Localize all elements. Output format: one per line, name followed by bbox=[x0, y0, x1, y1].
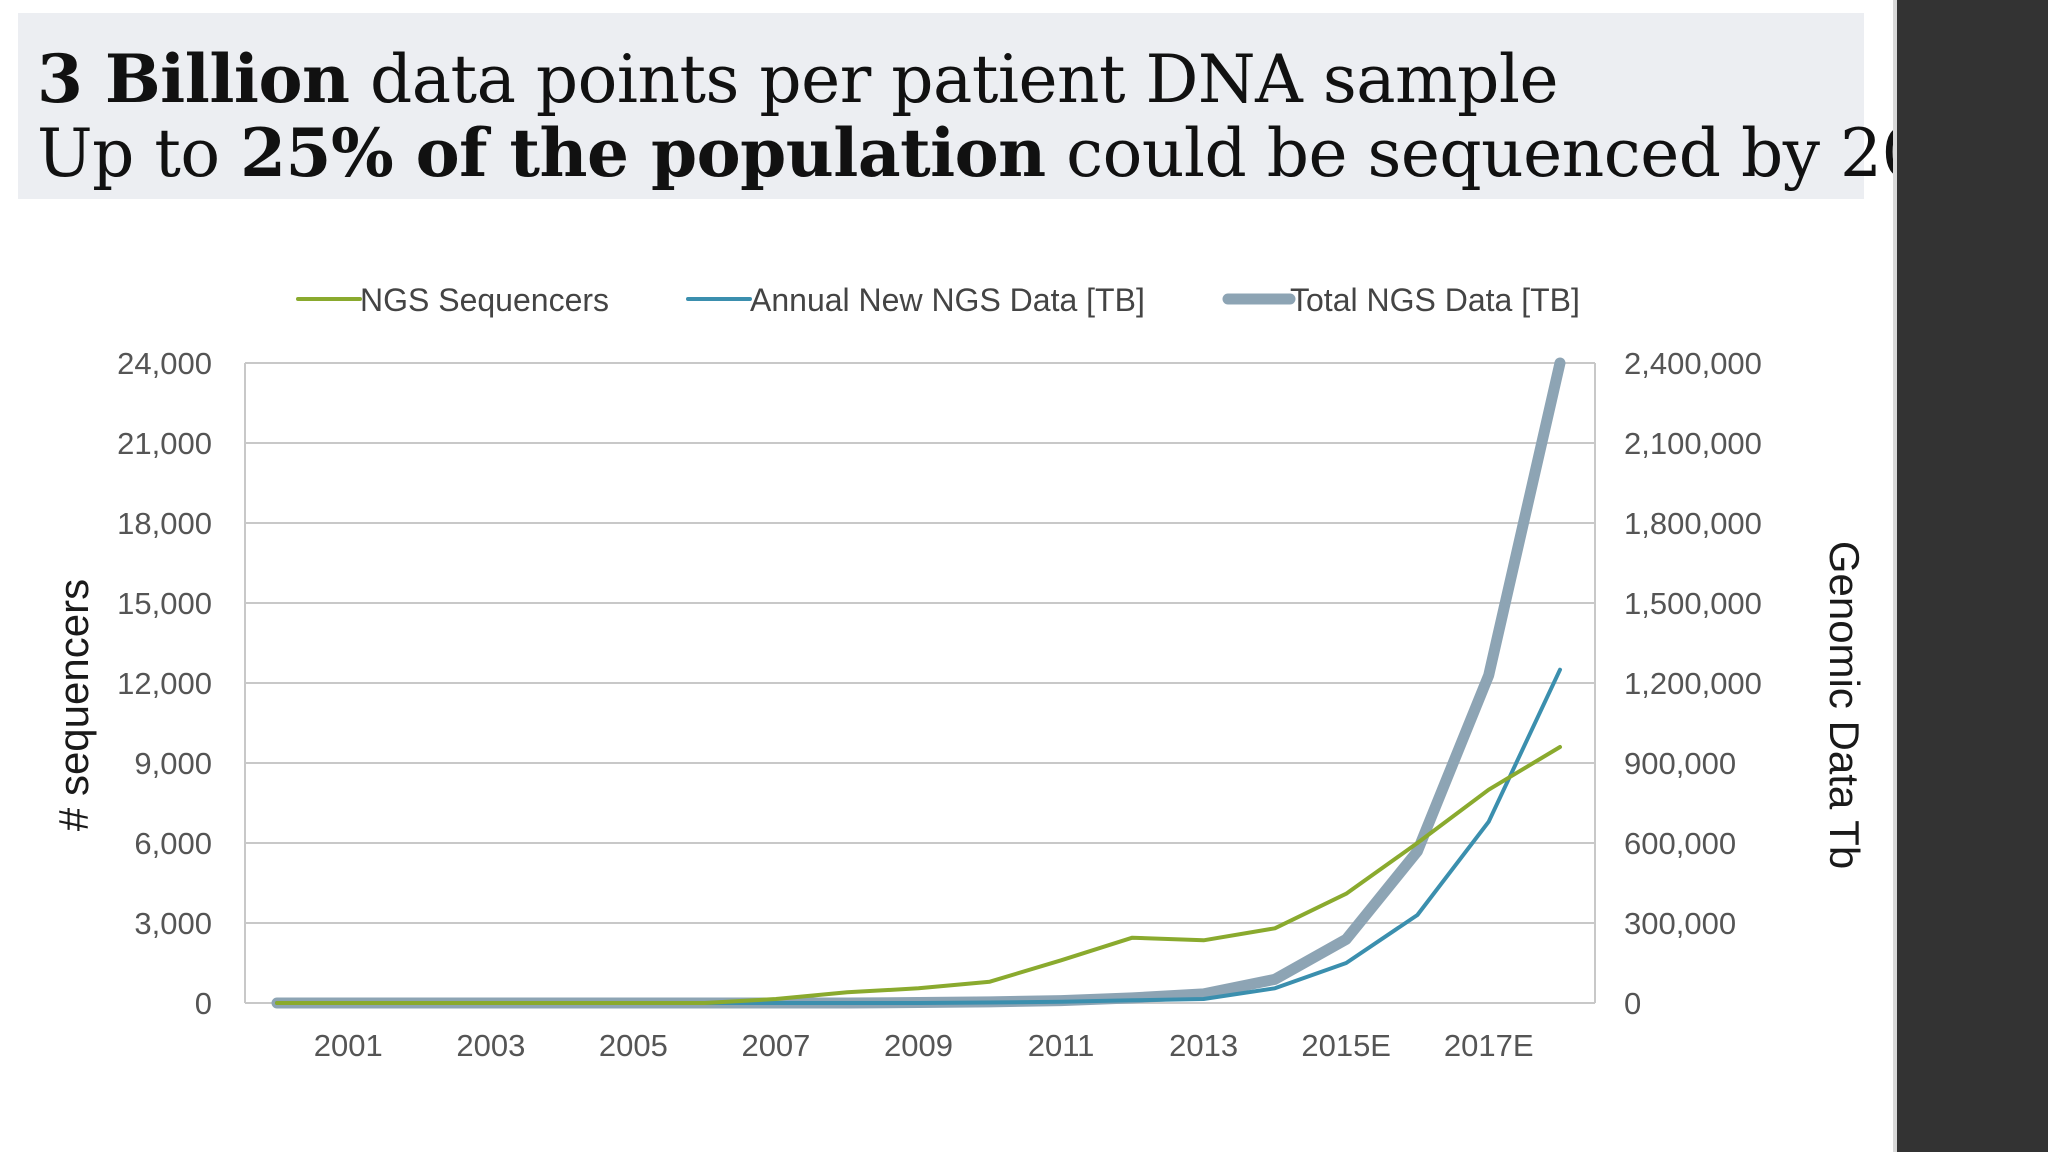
headline-rest-1: data points per patient DNA sample bbox=[349, 41, 1559, 118]
headline-line-1: 3 Billion data points per patient DNA sa… bbox=[37, 40, 1559, 118]
left-tick-label: 12,000 bbox=[117, 666, 212, 701]
left-tick-label: 3,000 bbox=[134, 906, 212, 941]
left-tick-label: 0 bbox=[195, 986, 212, 1021]
x-tick-label: 2001 bbox=[314, 1028, 383, 1063]
title-banner bbox=[18, 13, 1864, 199]
x-tick-label: 2015E bbox=[1301, 1028, 1391, 1063]
legend-label: Annual New NGS Data [TB] bbox=[750, 282, 1145, 318]
right-tick-label: 2,400,000 bbox=[1624, 346, 1762, 381]
gridlines bbox=[244, 362, 1596, 1004]
left-axis-ticks: 0 3,000 6,000 9,000 12,000 15,000 18,000 21,000… bbox=[117, 346, 212, 1021]
left-tick-label: 21,000 bbox=[117, 426, 212, 461]
x-tick-label: 2009 bbox=[884, 1028, 953, 1063]
legend-label: Total NGS Data [TB] bbox=[1290, 282, 1580, 318]
x-axis-ticks: 2001 2003 2005 2007 2009 2011 2013 2015E 2017E bbox=[314, 1028, 1534, 1063]
headline-bold-1: 3 Billion bbox=[37, 40, 350, 118]
headline-post-2: could be sequenced by 2025 bbox=[1045, 115, 2006, 192]
right-tick-label: 1,800,000 bbox=[1624, 506, 1762, 541]
series-line-ngs-sequencers bbox=[275, 745, 1562, 1005]
right-tick-label: 900,000 bbox=[1624, 746, 1736, 781]
left-tick-label: 6,000 bbox=[134, 826, 212, 861]
chart-legend: NGS Sequencers Annual New NGS Data [TB] To… bbox=[296, 282, 1580, 318]
left-tick-label: 18,000 bbox=[117, 506, 212, 541]
right-axis-ticks: 0 300,000 600,000 900,000 1,200,000 1,500,000… bbox=[1624, 346, 1762, 1021]
right-tick-label: 600,000 bbox=[1624, 826, 1736, 861]
series-lines bbox=[271, 357, 1566, 1009]
x-tick-label: 2003 bbox=[456, 1028, 525, 1063]
series-line-annual-new-ngs-data-tb bbox=[275, 667, 1562, 1005]
x-tick-label: 2017E bbox=[1444, 1028, 1534, 1063]
left-tick-label: 9,000 bbox=[134, 746, 212, 781]
legend-label: NGS Sequencers bbox=[360, 282, 609, 318]
headline-line-2: Up to 25% of the population could be seq… bbox=[37, 114, 2006, 192]
right-tick-label: 1,200,000 bbox=[1624, 666, 1762, 701]
x-tick-label: 2007 bbox=[741, 1028, 810, 1063]
right-tick-label: 300,000 bbox=[1624, 906, 1736, 941]
left-axis-title: # sequencers bbox=[50, 579, 97, 831]
right-tick-label: 2,100,000 bbox=[1624, 426, 1762, 461]
left-tick-label: 15,000 bbox=[117, 586, 212, 621]
left-tick-label: 24,000 bbox=[117, 346, 212, 381]
x-tick-label: 2013 bbox=[1169, 1028, 1238, 1063]
x-tick-label: 2005 bbox=[599, 1028, 668, 1063]
headline-bold-2: 25% of the population bbox=[240, 114, 1046, 192]
right-tick-label: 0 bbox=[1624, 986, 1641, 1021]
x-tick-label: 2011 bbox=[1028, 1028, 1095, 1063]
right-tick-label: 1,500,000 bbox=[1624, 586, 1762, 621]
right-axis-title: Genomic Data Tb bbox=[1821, 541, 1868, 869]
headline-pre-2: Up to bbox=[37, 115, 241, 192]
side-panel-bar bbox=[1893, 0, 2048, 1152]
